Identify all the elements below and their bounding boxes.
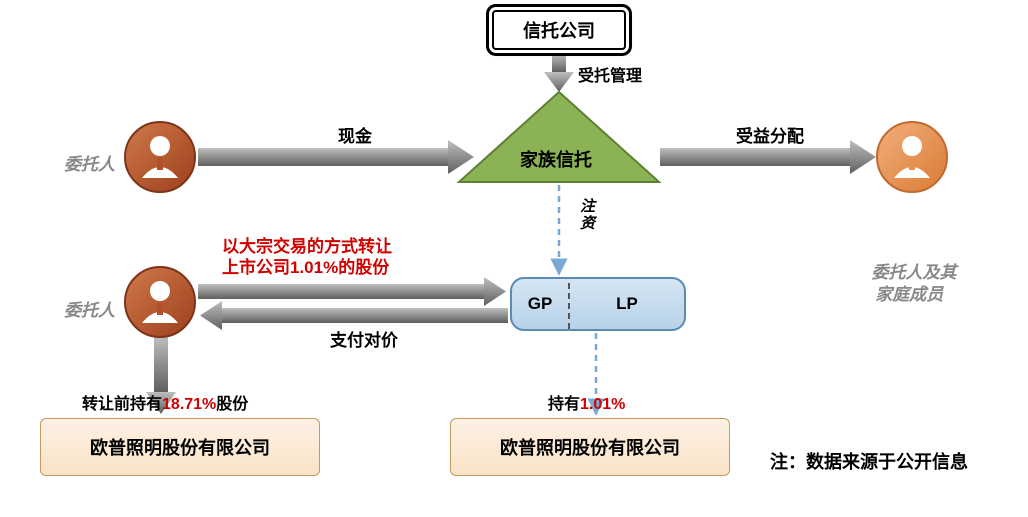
gp-lp-box: GP LP (510, 277, 686, 331)
trust-company-label: 信托公司 (523, 17, 595, 43)
label-trust-manage: 受托管理 (578, 62, 642, 86)
company-left-box: 欧普照明股份有限公司 (40, 418, 320, 476)
arrow-trust-to-family (544, 54, 574, 92)
footnote: 注：数据来源于公开信息 (770, 448, 968, 474)
label-benefit: 受益分配 (736, 122, 804, 147)
arrow-cash (198, 140, 474, 174)
label-hold: 持有1.01% (548, 390, 625, 414)
company-right-box: 欧普照明股份有限公司 (450, 418, 730, 476)
person-left-bottom-label: 委托人 (64, 296, 115, 321)
label-before-transfer: 转让前持有18.71%股份 (82, 390, 248, 414)
arrow-transfer-shares (198, 277, 506, 306)
person-left-top (125, 122, 195, 192)
label-pay: 支付对价 (330, 326, 398, 351)
gp-label: GP (512, 279, 568, 329)
label-inject: 注资 (576, 198, 597, 232)
family-trust-label: 家族信托 (520, 146, 592, 172)
person-left-bottom (125, 267, 195, 337)
trust-company-box: 信托公司 (492, 10, 626, 50)
lp-label: LP (570, 279, 684, 329)
person-left-top-label: 委托人 (64, 150, 115, 175)
label-cash: 现金 (338, 122, 372, 147)
person-right (877, 122, 947, 192)
person-right-label: 委托人及其 家庭成员 (862, 240, 956, 306)
label-transfer-shares: 以大宗交易的方式转让 上市公司1.01%的股份 (222, 236, 392, 279)
